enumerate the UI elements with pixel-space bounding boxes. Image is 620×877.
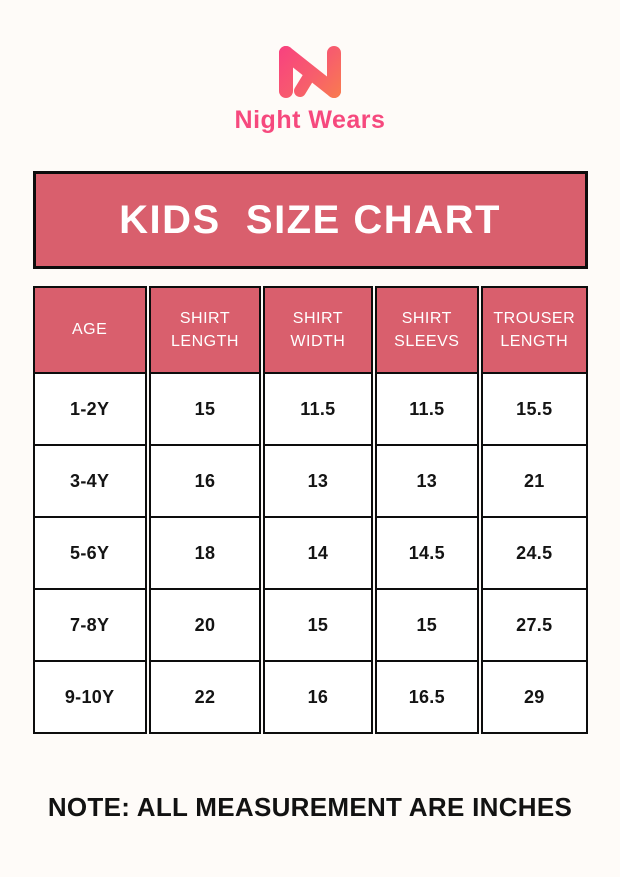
measurement-note: NOTE: ALL MEASUREMENT ARE INCHES	[47, 792, 573, 822]
table-row: 7-8Y 20 15 15 27.5	[32, 588, 588, 662]
age-cell: 9-10Y	[32, 660, 147, 734]
brand-name: Night Wears	[234, 106, 386, 134]
table-cell: 24.5	[481, 516, 588, 590]
table-cell: 16	[148, 444, 262, 518]
table-row: 9-10Y 22 16 16.5 29	[32, 660, 588, 734]
table-cell: 21	[481, 444, 588, 518]
table-cell: 18	[148, 516, 262, 590]
table-cell: 15.5	[481, 372, 588, 446]
table-cell: 22	[148, 660, 262, 734]
table-cell: 14.5	[374, 516, 480, 590]
table-header-row: AGE SHIRT LENGTH SHIRT WIDTH SHIRT SLEEV…	[32, 286, 588, 374]
table-cell: 11.5	[374, 372, 480, 446]
table-cell: 16.5	[374, 660, 480, 734]
table-cell: 20	[148, 588, 262, 662]
night-wears-logo-icon	[279, 46, 341, 98]
kids-size-table: AGE SHIRT LENGTH SHIRT WIDTH SHIRT SLEEV…	[32, 286, 588, 734]
table-row: 1-2Y 15 11.5 11.5 15.5	[32, 372, 588, 446]
table-cell: 15	[263, 588, 373, 662]
table-cell: 15	[148, 372, 262, 446]
page-title: KIDS SIZE CHART	[119, 197, 501, 242]
table-cell: 27.5	[481, 588, 588, 662]
age-cell: 7-8Y	[32, 588, 147, 662]
age-cell: 3-4Y	[32, 444, 147, 518]
header-cell-shirt-length: SHIRT LENGTH	[148, 286, 262, 374]
header-cell-trouser-length: TROUSER LENGTH	[481, 286, 588, 374]
table-cell: 15	[374, 588, 480, 662]
age-cell: 5-6Y	[32, 516, 147, 590]
title-banner: KIDS SIZE CHART	[32, 171, 588, 269]
header-cell-shirt-sleevs: SHIRT SLEEVS	[374, 286, 480, 374]
table-cell: 29	[481, 660, 588, 734]
age-cell: 1-2Y	[32, 372, 147, 446]
table-cell: 16	[263, 660, 373, 734]
table-cell: 13	[263, 444, 373, 518]
table-row: 3-4Y 16 13 13 21	[32, 444, 588, 518]
table-cell: 13	[374, 444, 480, 518]
table-cell: 14	[263, 516, 373, 590]
brand-logo: Night Wears	[0, 0, 620, 135]
header-cell-shirt-width: SHIRT WIDTH	[263, 286, 373, 374]
header-cell-age: AGE	[32, 286, 147, 374]
table-cell: 11.5	[263, 372, 373, 446]
table-row: 5-6Y 18 14 14.5 24.5	[32, 516, 588, 590]
